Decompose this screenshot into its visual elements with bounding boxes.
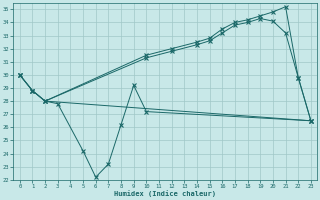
X-axis label: Humidex (Indice chaleur): Humidex (Indice chaleur) [114, 190, 216, 197]
